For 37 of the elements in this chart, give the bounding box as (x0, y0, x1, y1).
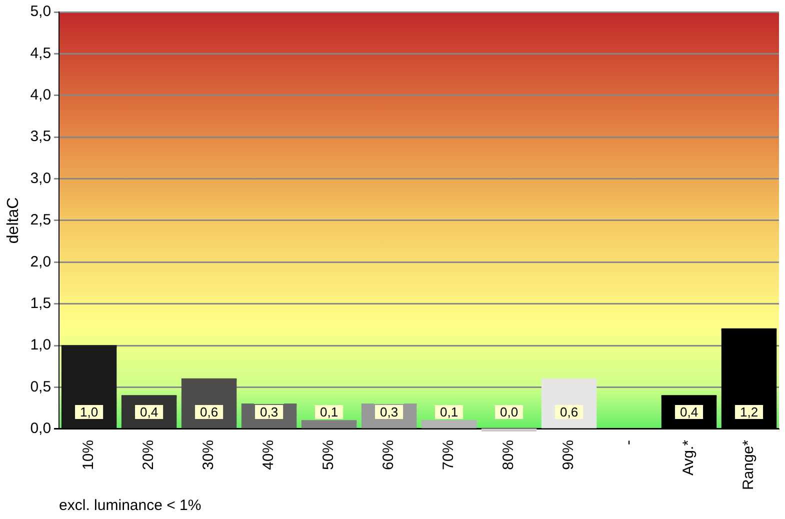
data-label: 1,2 (740, 404, 758, 420)
y-tick-label: 3,5 (30, 128, 52, 146)
data-label: 0,4 (680, 404, 698, 420)
x-tick-label: 10% (80, 440, 98, 470)
data-label: 0,3 (380, 404, 398, 420)
y-tick-label: 2,0 (30, 253, 52, 270)
x-tick-label: 40% (260, 440, 278, 470)
y-tick-label: 4,0 (30, 86, 52, 104)
y-axis-title: deltaC (5, 197, 22, 244)
data-label: 0,3 (260, 404, 278, 420)
bar (61, 346, 117, 428)
y-tick-label: 3,0 (30, 170, 52, 187)
x-tick-label: 90% (560, 440, 578, 470)
x-axis-title: excl. luminance < 1% (59, 497, 202, 514)
x-tick-label: 30% (200, 440, 218, 470)
data-label: 1,0 (80, 404, 98, 420)
x-tick-label: Range* (740, 440, 758, 490)
x-tick-label: 20% (140, 440, 158, 470)
x-tick-label: 60% (380, 440, 398, 470)
data-label: 0,4 (140, 404, 158, 420)
data-label: 0,0 (500, 404, 518, 420)
y-tick-label: 1,0 (30, 336, 52, 354)
data-label: 0,6 (200, 404, 218, 420)
y-tick-label: 0,0 (30, 420, 52, 438)
x-tick-label: Avg.* (680, 440, 698, 476)
x-tick-label: 80% (500, 440, 518, 470)
y-tick-label: 2,5 (30, 212, 52, 229)
y-tick-label: 5,0 (30, 3, 52, 20)
data-label: 0,6 (560, 404, 578, 420)
y-tick-label: 1,5 (30, 295, 52, 312)
y-tick-label: 4,5 (30, 44, 52, 62)
x-tick-label: 50% (320, 440, 338, 470)
x-tick-label: 70% (440, 440, 458, 470)
x-tick-label: - (620, 440, 638, 445)
data-label: 0,1 (440, 404, 458, 420)
y-tick-label: 0,5 (30, 378, 52, 396)
data-label: 0,1 (320, 404, 338, 420)
